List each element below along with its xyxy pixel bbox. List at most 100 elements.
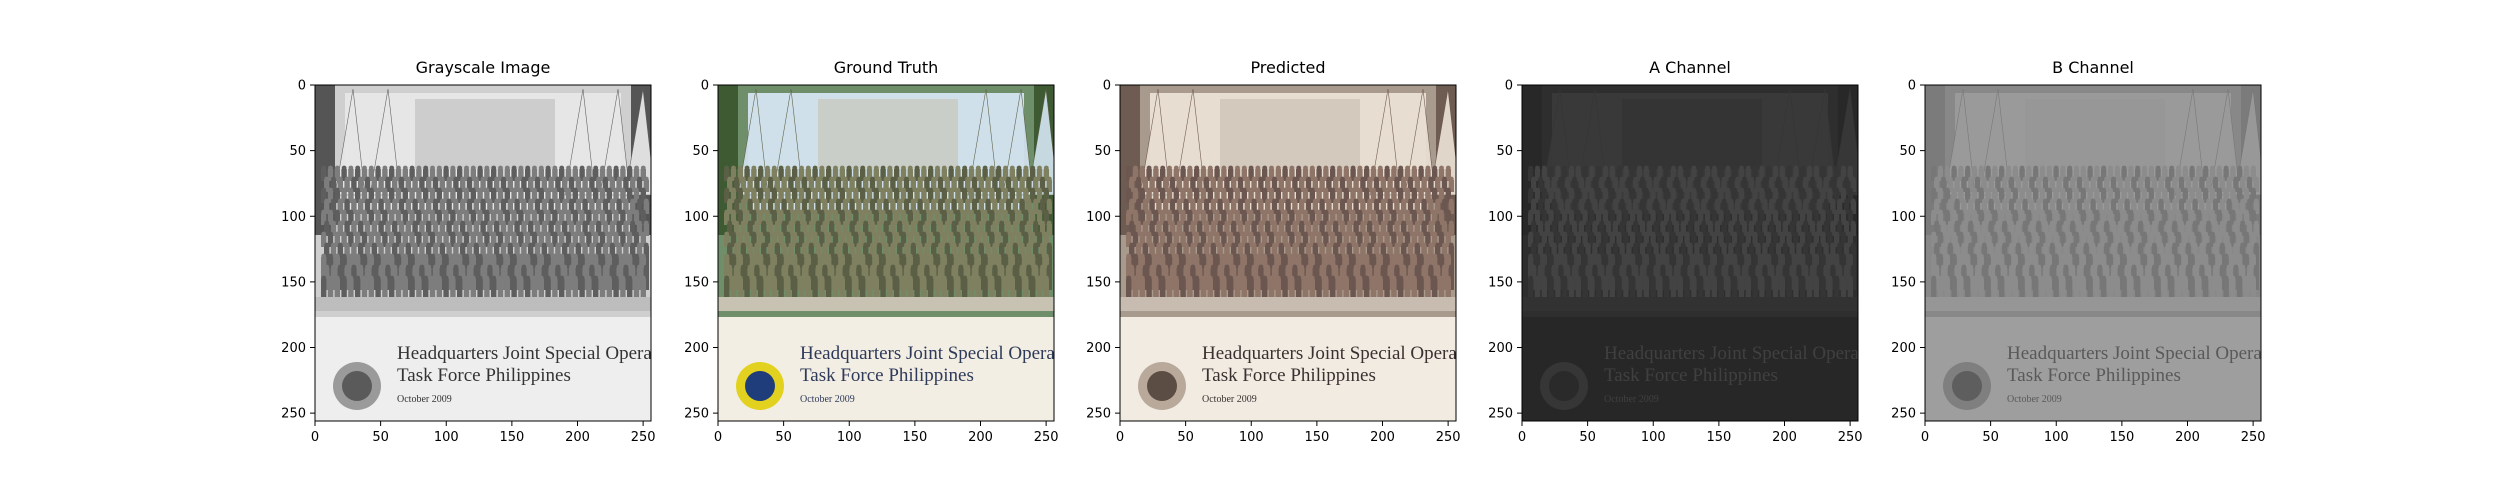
x-tick-label: 0 bbox=[1518, 430, 1526, 445]
x-tick-label: 150 bbox=[1304, 430, 1329, 445]
y-tick-label: 100 bbox=[281, 210, 306, 225]
axes-svg: Headquarters Joint Special OperationsTas… bbox=[281, 79, 656, 446]
y-tick-label: 200 bbox=[281, 341, 306, 356]
y-tick-label: 50 bbox=[1094, 144, 1111, 159]
panel-title: Ground Truth bbox=[833, 58, 939, 77]
banner-line-1: Headquarters Joint Special Operations bbox=[800, 343, 1092, 364]
y-tick-label: 250 bbox=[1891, 407, 1916, 422]
y-tick-label: 150 bbox=[1891, 275, 1916, 290]
photo-image: Headquarters Joint Special OperationsTas… bbox=[1925, 85, 2299, 421]
image-axes: Headquarters Joint Special Operations Tas… bbox=[1885, 79, 2265, 446]
panel-title: Grayscale Image bbox=[415, 58, 551, 77]
banner-date: October 2009 bbox=[397, 394, 452, 405]
banner-date: October 2009 bbox=[1604, 394, 1659, 405]
x-tick-label: 150 bbox=[1706, 430, 1731, 445]
x-tick-label: 0 bbox=[1921, 430, 1929, 445]
y-tick-label: 200 bbox=[1488, 341, 1513, 356]
x-tick-label: 200 bbox=[968, 430, 993, 445]
y-tick-label: 50 bbox=[289, 144, 306, 159]
y-tick-label: 250 bbox=[1488, 407, 1513, 422]
x-tick-label: 250 bbox=[1034, 430, 1059, 445]
y-tick-label: 150 bbox=[684, 275, 709, 290]
axes-svg: Headquarters Joint Special OperationsTas… bbox=[1488, 79, 1863, 446]
x-tick-label: 150 bbox=[2109, 430, 2134, 445]
y-tick-label: 250 bbox=[1086, 407, 1111, 422]
y-tick-label: 0 bbox=[298, 79, 306, 94]
x-tick-label: 100 bbox=[1239, 430, 1264, 445]
banner-line-2: Task Force Philippines bbox=[1202, 365, 1376, 386]
y-tick-label: 200 bbox=[684, 341, 709, 356]
axes-frame bbox=[314, 84, 652, 422]
panel-title: B Channel bbox=[2052, 58, 2134, 77]
banner-line-1: Headquarters Joint Special Operations bbox=[1202, 343, 1494, 364]
banner-date: October 2009 bbox=[2007, 394, 2062, 405]
panel-title: Predicted bbox=[1250, 58, 1326, 77]
x-tick-label: 250 bbox=[631, 430, 656, 445]
image-axes: Headquarters Joint Special Operations Tas… bbox=[1080, 79, 1460, 446]
y-tick-label: 150 bbox=[1086, 275, 1111, 290]
x-tick-label: 50 bbox=[775, 430, 792, 445]
x-tick-label: 200 bbox=[2175, 430, 2200, 445]
x-tick-label: 200 bbox=[1772, 430, 1797, 445]
photo-image: Headquarters Joint Special OperationsTas… bbox=[718, 85, 1092, 421]
y-tick-label: 100 bbox=[1891, 210, 1916, 225]
photo-image: Headquarters Joint Special OperationsTas… bbox=[1522, 85, 1896, 421]
y-tick-label: 100 bbox=[1086, 210, 1111, 225]
x-tick-label: 50 bbox=[1177, 430, 1194, 445]
axes-svg: Headquarters Joint Special OperationsTas… bbox=[1086, 79, 1461, 446]
x-tick-label: 250 bbox=[1436, 430, 1461, 445]
x-tick-label: 250 bbox=[2241, 430, 2266, 445]
y-tick-label: 0 bbox=[1505, 79, 1513, 94]
y-tick-label: 0 bbox=[1103, 79, 1111, 94]
x-tick-label: 100 bbox=[2044, 430, 2069, 445]
panel-grayscale: Grayscale Image Headquarters Joint Speci… bbox=[281, 0, 695, 500]
x-tick-label: 0 bbox=[311, 430, 319, 445]
x-tick-label: 100 bbox=[1641, 430, 1666, 445]
axes-svg: Headquarters Joint Special OperationsTas… bbox=[1891, 79, 2266, 446]
x-tick-label: 150 bbox=[902, 430, 927, 445]
banner-date: October 2009 bbox=[1202, 394, 1257, 405]
x-tick-label: 50 bbox=[372, 430, 389, 445]
y-tick-label: 0 bbox=[1908, 79, 1916, 94]
panel-b-channel: B Channel Headquarters Joint Special Ope… bbox=[1891, 0, 2305, 500]
x-tick-label: 100 bbox=[434, 430, 459, 445]
x-tick-label: 50 bbox=[1982, 430, 1999, 445]
panel-a-channel: A Channel Headquarters Joint Special Ope… bbox=[1488, 0, 1902, 500]
image-axes: Headquarters Joint Special Operations Tas… bbox=[275, 79, 655, 446]
x-tick-label: 200 bbox=[1370, 430, 1395, 445]
axes-frame bbox=[1119, 84, 1457, 422]
y-tick-label: 50 bbox=[1496, 144, 1513, 159]
y-tick-label: 200 bbox=[1086, 341, 1111, 356]
banner-line-2: Task Force Philippines bbox=[800, 365, 974, 386]
axes-frame bbox=[717, 84, 1055, 422]
y-tick-label: 0 bbox=[701, 79, 709, 94]
axes-frame bbox=[1924, 84, 2262, 422]
panel-title: A Channel bbox=[1649, 58, 1731, 77]
axes-svg: Headquarters Joint Special OperationsTas… bbox=[684, 79, 1059, 446]
x-tick-label: 250 bbox=[1838, 430, 1863, 445]
banner-line-1: Headquarters Joint Special Operations bbox=[2007, 343, 2299, 364]
banner-line-2: Task Force Philippines bbox=[397, 365, 571, 386]
x-tick-label: 0 bbox=[714, 430, 722, 445]
photo-image: Headquarters Joint Special OperationsTas… bbox=[1120, 85, 1494, 421]
banner-line-1: Headquarters Joint Special Operations bbox=[1604, 343, 1896, 364]
y-tick-label: 50 bbox=[692, 144, 709, 159]
y-tick-label: 250 bbox=[281, 407, 306, 422]
image-axes: Headquarters Joint Special Operations Tas… bbox=[1482, 79, 1862, 446]
y-tick-label: 50 bbox=[1899, 144, 1916, 159]
y-tick-label: 150 bbox=[1488, 275, 1513, 290]
x-tick-label: 150 bbox=[499, 430, 524, 445]
banner-line-2: Task Force Philippines bbox=[2007, 365, 2181, 386]
banner-line-1: Headquarters Joint Special Operations bbox=[397, 343, 689, 364]
y-tick-label: 250 bbox=[684, 407, 709, 422]
x-tick-label: 100 bbox=[837, 430, 862, 445]
panel-ground-truth: Ground Truth Headquarters Joint Special … bbox=[684, 0, 1098, 500]
banner-date: October 2009 bbox=[800, 394, 855, 405]
x-tick-label: 200 bbox=[565, 430, 590, 445]
image-axes: Headquarters Joint Special Operations Tas… bbox=[678, 79, 1058, 446]
banner-line-2: Task Force Philippines bbox=[1604, 365, 1778, 386]
y-tick-label: 100 bbox=[1488, 210, 1513, 225]
axes-frame bbox=[1521, 84, 1859, 422]
photo-image: Headquarters Joint Special OperationsTas… bbox=[315, 85, 689, 421]
y-tick-label: 200 bbox=[1891, 341, 1916, 356]
